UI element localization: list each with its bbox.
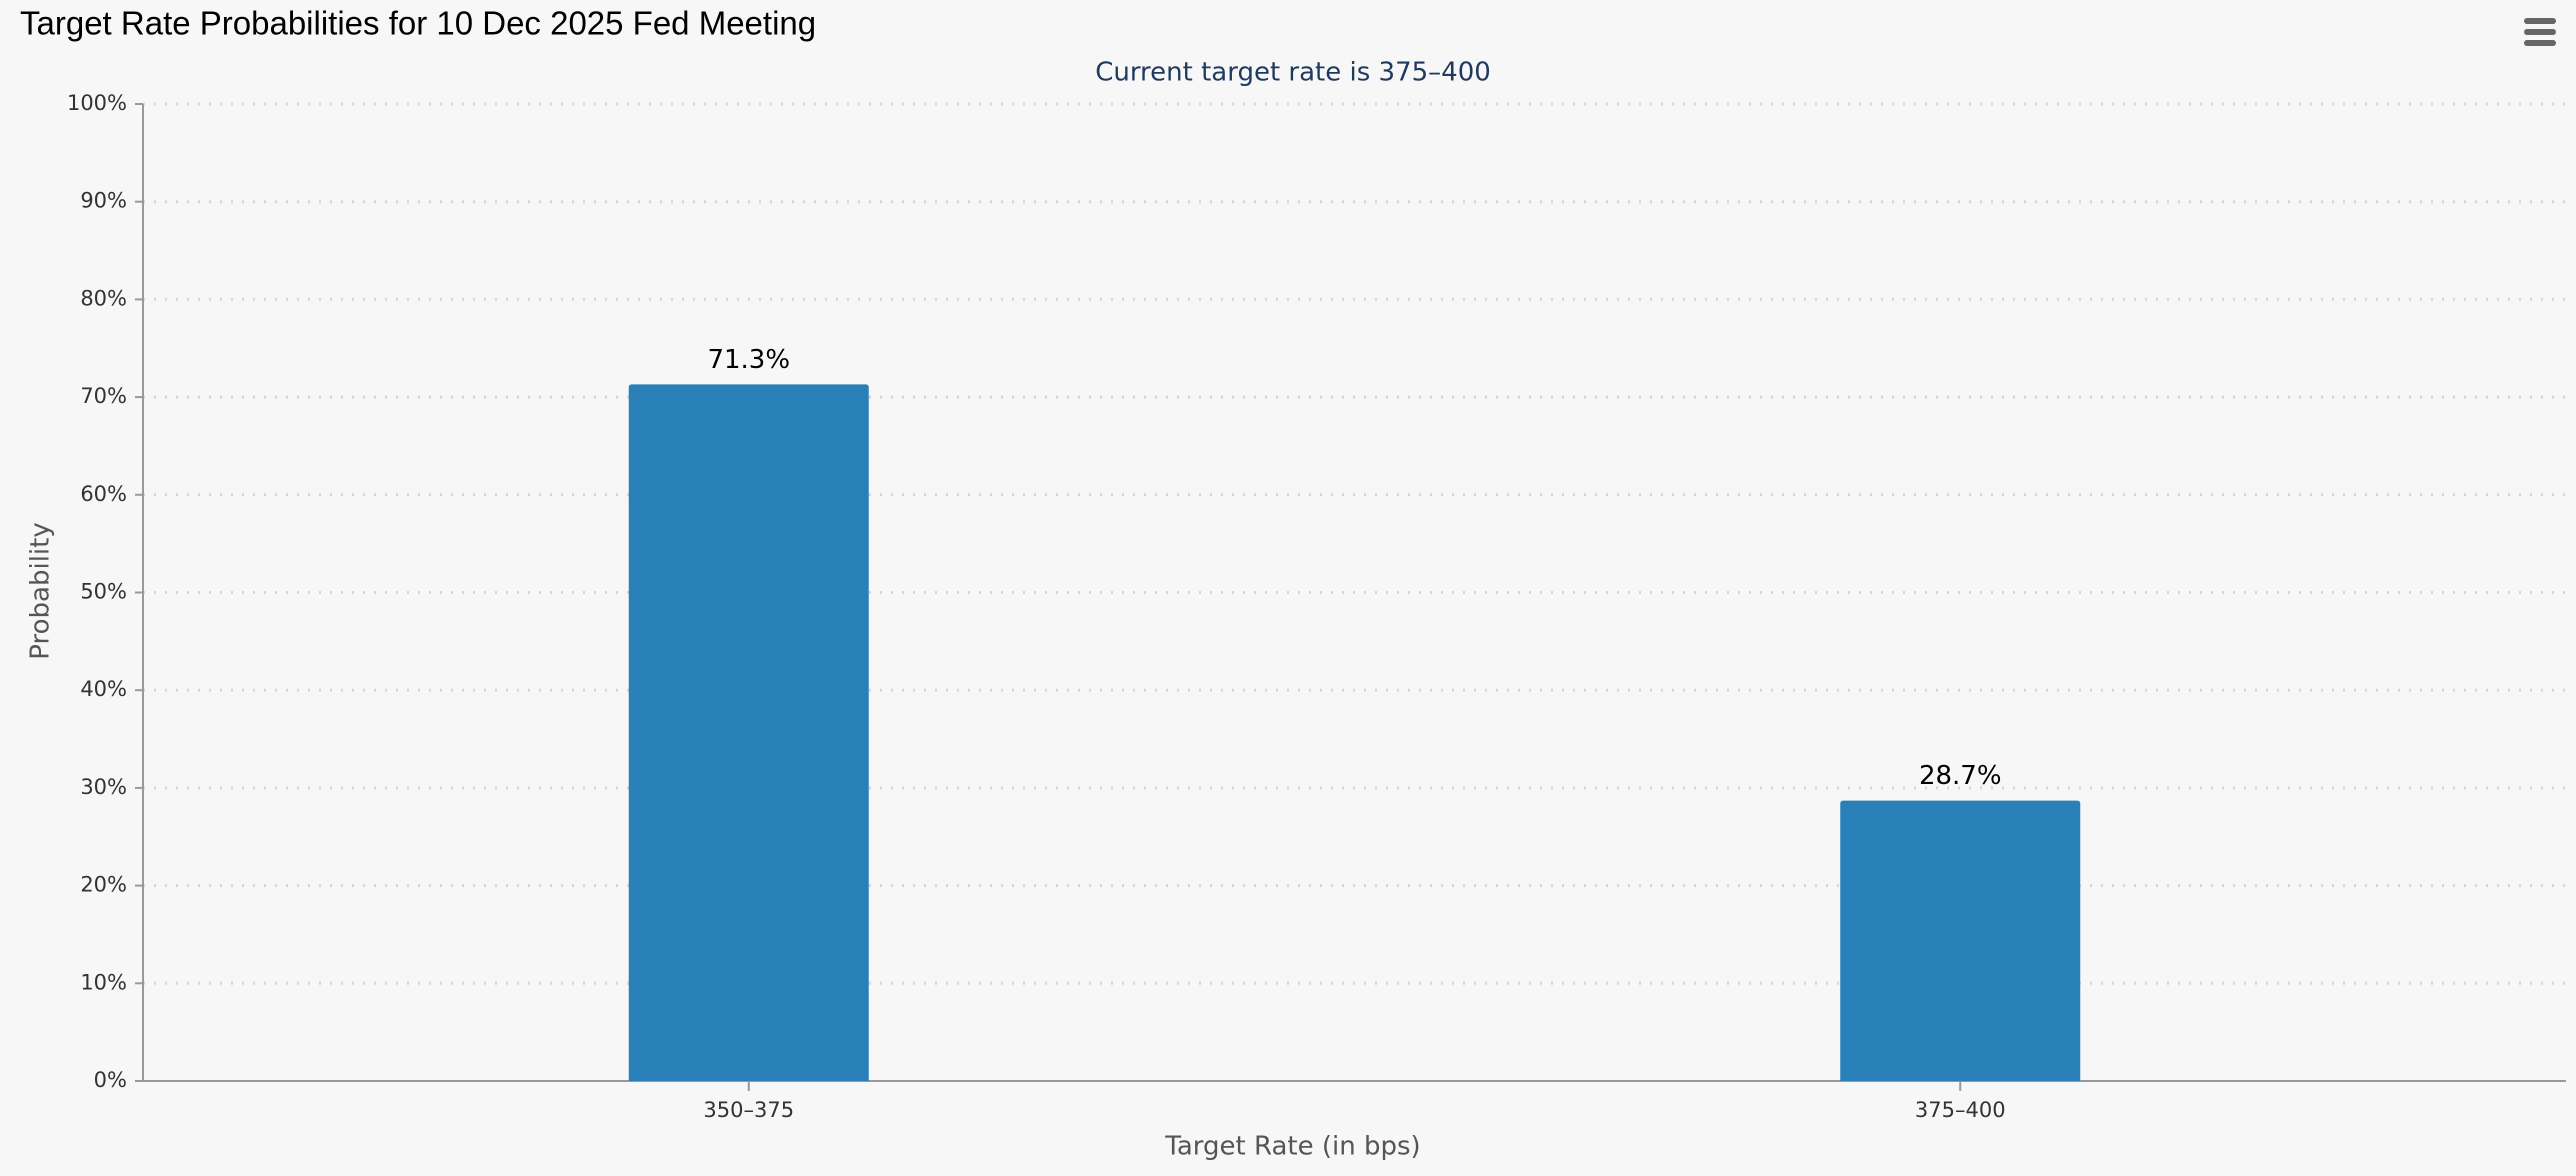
y-tick-label: 0% <box>94 1068 127 1092</box>
y-tick-label: 80% <box>80 286 127 310</box>
y-tick-label: 100% <box>67 91 127 115</box>
data-label: 71.3% <box>707 345 790 375</box>
x-tick-label: 350–375 <box>703 1098 794 1122</box>
y-tick-label: 10% <box>80 970 127 994</box>
menu-button[interactable] <box>2524 18 2556 46</box>
chart-subtitle: Current target rate is 375–400 <box>1095 58 1491 88</box>
menu-line <box>2524 18 2556 24</box>
data-label: 28.7% <box>1919 761 2002 791</box>
y-tick-label: 50% <box>80 580 127 604</box>
bar <box>628 384 869 1081</box>
y-axis-title: Probability <box>26 522 56 659</box>
y-tick-label: 90% <box>80 189 127 213</box>
x-tick-label: 375–400 <box>1915 1098 2006 1122</box>
x-axis-title: Target Rate (in bps) <box>1164 1132 1420 1162</box>
y-tick-label: 30% <box>80 775 127 799</box>
chart-title: Target Rate Probabilities for 10 Dec 202… <box>20 5 816 42</box>
bar <box>1840 800 2081 1081</box>
y-tick-label: 40% <box>80 677 127 701</box>
menu-line <box>2524 40 2556 46</box>
y-tick-label: 70% <box>80 384 127 408</box>
y-tick-label: 20% <box>80 873 127 897</box>
y-tick-label: 60% <box>80 482 127 506</box>
menu-line <box>2524 29 2556 35</box>
